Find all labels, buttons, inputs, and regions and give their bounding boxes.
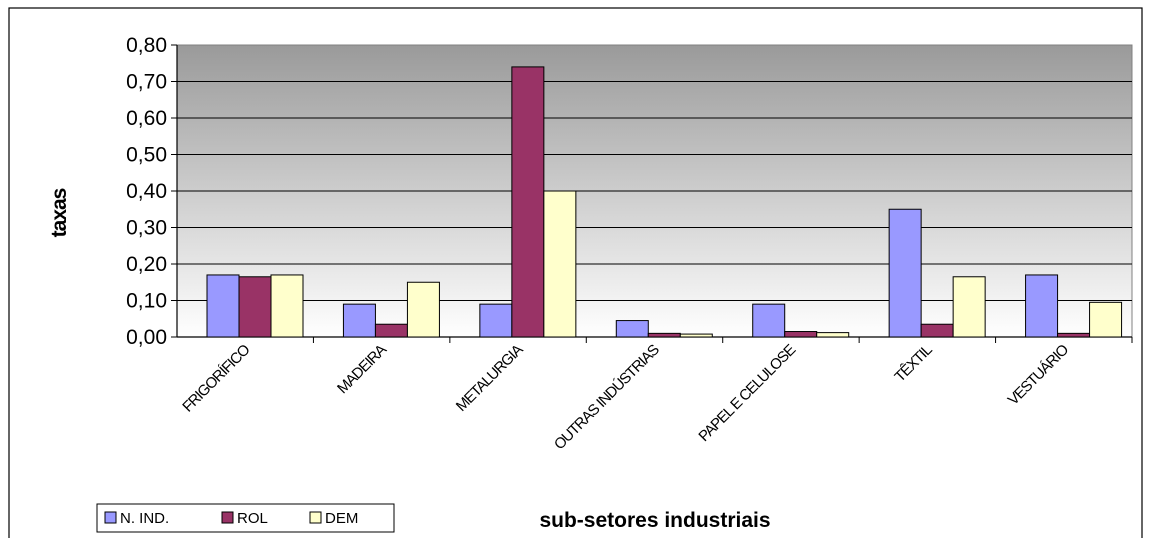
x-axis-title: sub-setores industriais (539, 509, 770, 532)
bar-dem-4 (816, 332, 850, 338)
y-axis-title: taxas (48, 188, 71, 237)
y-tick-label: 0,10 (126, 290, 167, 313)
bar-rol-2 (511, 66, 545, 338)
bar-rol-1 (374, 323, 408, 338)
bar-n-ind-0 (206, 274, 240, 338)
legend-swatch (221, 511, 234, 524)
bar-rol-3 (647, 332, 681, 338)
legend: N. IND. ROL DEM (96, 503, 395, 533)
legend-box (96, 503, 395, 533)
bar-dem-2 (543, 190, 577, 338)
bar-dem-1 (406, 281, 440, 338)
bar-n-ind-1 (342, 303, 376, 338)
y-tick-label: 0,00 (126, 326, 167, 349)
y-tick-label: 0,80 (126, 34, 167, 57)
legend-label: N. IND. (120, 510, 169, 527)
y-tick-label: 0,40 (126, 180, 167, 203)
bar-rol-4 (784, 331, 818, 338)
y-tick-label: 0,70 (126, 71, 167, 94)
bar-dem-5 (952, 276, 986, 338)
legend-label: ROL (237, 510, 268, 527)
bar-dem-0 (270, 274, 304, 338)
bar-n-ind-2 (479, 303, 513, 338)
legend-label: DEM (325, 510, 358, 527)
bar-dem-3 (679, 333, 713, 338)
y-tick-label: 0,50 (126, 144, 167, 167)
bar-n-ind-4 (752, 303, 786, 338)
legend-swatch (104, 511, 117, 524)
bar-dem-6 (1089, 301, 1123, 338)
bars (206, 66, 1123, 338)
bar-n-ind-3 (615, 320, 649, 338)
y-tick-label: 0,20 (126, 253, 167, 276)
bar-n-ind-6 (1025, 274, 1059, 338)
bar-n-ind-5 (888, 208, 922, 338)
y-tick-label: 0,30 (126, 217, 167, 240)
y-tick-label: 0,60 (126, 107, 167, 130)
y-axis-tick-labels: 0,00 0,10 0,20 0,30 0,40 0,50 0,60 0,70 0,80 (126, 34, 167, 349)
bar-rol-5 (920, 323, 954, 338)
bar-rol-6 (1057, 332, 1091, 338)
legend-swatch (309, 511, 322, 524)
bar-rol-0 (238, 276, 272, 338)
